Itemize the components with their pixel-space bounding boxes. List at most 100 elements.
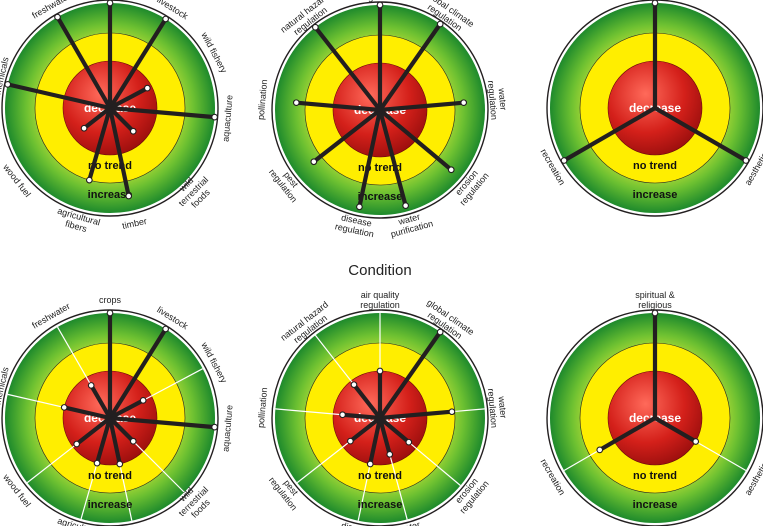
guide-line [80, 463, 98, 520]
zone-label-nt: no trend [88, 470, 132, 482]
service-label-water-purification: waterpurification [387, 517, 434, 526]
spoke-disease-regulation [357, 109, 383, 208]
spoke-marker-wild-terrestrial-foods [129, 127, 137, 135]
guide-line [695, 440, 747, 472]
spoke-aquaculture [109, 415, 215, 430]
spoke-marker-disease-regulation [356, 203, 363, 211]
spoke-livestock [108, 327, 168, 420]
service-label-timber: timber [121, 216, 148, 231]
spoke-livestock [108, 17, 168, 110]
spoke-marker-medicinal-biochemicals [4, 81, 12, 88]
service-label-disease-regulation: diseaseregulation [334, 212, 377, 240]
spoke-pest-regulation [312, 108, 382, 164]
zone-label-inc: increase [633, 189, 678, 201]
spoke-marker-wood-fuel [73, 440, 81, 448]
spoke-aesthetics [653, 106, 747, 163]
spoke-marker-crops [106, 0, 114, 7]
service-label-agricultural-fibers: agriculturalfibers [54, 516, 102, 526]
spoke-marker-spiritual-and-religious [651, 0, 659, 7]
spoke-marker-freshwater [87, 382, 95, 389]
spoke-marker-global-climate-regulation [436, 20, 444, 28]
spoke-marker-water-purification [402, 202, 409, 209]
guide-line [451, 408, 485, 413]
spoke-marker-timber [116, 460, 124, 468]
spoke-marker-spiritual-and-religious [651, 309, 659, 317]
spoke-marker-water-purification [386, 450, 394, 458]
spoke-marker-global-climate-regulation [436, 328, 444, 336]
spoke-wood-fuel [75, 416, 112, 446]
spoke-marker-pollination [339, 411, 346, 419]
spoke-water-regulation [379, 409, 453, 421]
spoke-marker-agricultural-fibers [93, 459, 101, 467]
spoke-water-purification [377, 109, 408, 207]
spoke-marker-water-regulation [448, 408, 456, 416]
guide-line [563, 449, 601, 472]
spoke-water-purification [377, 417, 392, 455]
spoke-marker-timber [125, 192, 133, 200]
spoke-global-climate-regulation [378, 22, 442, 112]
spoke-marker-livestock [162, 15, 169, 23]
spoke-marker-pollination [292, 99, 300, 107]
spoke-recreation [563, 106, 657, 163]
spoke-aquaculture [109, 105, 215, 120]
zone-label-inc: increase [633, 499, 678, 511]
spoke-marker-wild-fishery [143, 84, 151, 92]
service-label-water-regulation: waterregulation [486, 79, 509, 120]
spoke-marker-pest-regulation [347, 437, 354, 445]
spoke-aesthetics [653, 416, 697, 444]
spoke-water-regulation [379, 100, 464, 113]
zone-label-nt: no trend [358, 470, 402, 482]
spoke-freshwater [89, 384, 112, 420]
spoke-marker-pest-regulation [310, 158, 318, 166]
spoke-marker-aesthetics [742, 157, 750, 164]
spoke-marker-recreation [560, 157, 568, 164]
spoke-erosion-regulation [378, 416, 411, 444]
spoke-marker-wild-terrestrial-foods [129, 437, 137, 445]
spoke-marker-erosion-regulation [447, 166, 455, 174]
spoke-marker-wood-fuel [80, 124, 88, 132]
spoke-agricultural-fibers [87, 107, 113, 181]
spoke-global-climate-regulation [378, 330, 442, 420]
provisioning-trend-radial: decreaseno trendincreasecropslivestockwi… [0, 0, 235, 234]
zone-label-inc: increase [88, 189, 133, 201]
spoke-pest-regulation [349, 416, 382, 443]
spoke-pollination [296, 100, 381, 113]
spoke-timber [107, 107, 131, 197]
guide-line [296, 440, 351, 484]
spoke-marker-air-quality-regulation [376, 367, 384, 375]
spoke-erosion-regulation [378, 108, 453, 172]
service-label-crops: crops [99, 295, 122, 305]
spoke-wild-terrestrial-foods [108, 416, 135, 443]
spoke-wild-fishery [109, 398, 145, 420]
guide-line [389, 454, 408, 520]
guide-line [56, 326, 92, 386]
spoke-marker-wild-fishery [139, 396, 147, 404]
guide-line [275, 408, 343, 416]
guide-line [357, 463, 371, 521]
spoke-marker-air-quality-regulation [376, 1, 384, 9]
service-label-aquaculture: aquaculture [221, 404, 235, 452]
guide-line [142, 368, 203, 401]
spoke-marker-aesthetics [692, 438, 700, 445]
spoke-recreation [598, 416, 657, 452]
service-label-spiritual-and-religious: spiritual & religious [635, 290, 675, 310]
spoke-marker-aquaculture [211, 423, 218, 431]
zone-label-nt: no trend [633, 470, 677, 482]
zone-label-inc: increase [88, 499, 133, 511]
spoke-wild-fishery [109, 86, 149, 110]
spoke-disease-regulation [368, 417, 383, 465]
spoke-agricultural-fibers [95, 417, 113, 464]
spoke-marker-disease-regulation [366, 460, 374, 468]
service-label-pollination: pollination [256, 387, 269, 428]
provisioning-condition-radial: decreaseno trendincreasecropslivestockwi… [0, 295, 235, 526]
spoke-timber [107, 417, 122, 465]
spoke-medicinal-biochemicals [7, 82, 111, 111]
spoke-marker-crops [106, 309, 114, 317]
spoke-freshwater [55, 16, 112, 110]
spoke-marker-erosion-regulation [405, 438, 413, 446]
